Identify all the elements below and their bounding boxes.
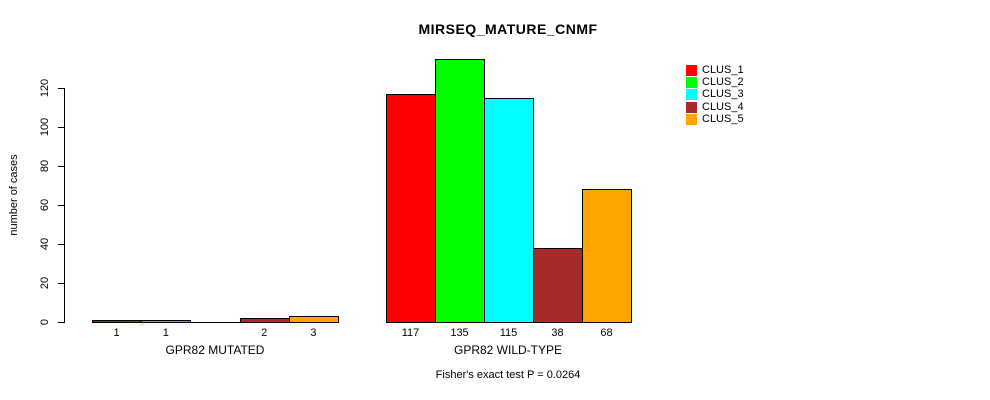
legend-label-clus_4: CLUS_4 xyxy=(702,100,744,113)
bar-clus_5-wild-type xyxy=(582,189,632,323)
x-group-label-mutated: GPR82 MUTATED xyxy=(165,343,265,357)
legend: CLUS_1 CLUS_2 CLUS_3 CLUS_4 CLUS_5 xyxy=(686,64,744,126)
y-axis-tick-label: 100 xyxy=(39,117,51,137)
legend-label-clus_2: CLUS_2 xyxy=(702,76,744,89)
y-axis-tick-label: 120 xyxy=(39,78,51,98)
bar-value-label: 115 xyxy=(499,327,518,339)
y-axis-tick xyxy=(58,88,64,89)
legend-item-clus_1: CLUS_1 xyxy=(686,64,744,76)
y-axis-tick-label: 80 xyxy=(39,159,51,173)
bar-clus_4-wild-type xyxy=(533,248,583,323)
x-group-label-wild-type: GPR82 WILD-TYPE xyxy=(453,343,563,357)
y-axis-tick xyxy=(58,127,64,128)
bar-value-label: 38 xyxy=(551,327,564,339)
y-axis-tick xyxy=(58,244,64,245)
legend-item-clus_2: CLUS_2 xyxy=(686,76,744,89)
bar-value-label: 68 xyxy=(600,327,613,339)
legend-swatch-clus_5 xyxy=(686,114,697,126)
bar-clus_2-wild-type xyxy=(435,59,485,323)
legend-label-clus_3: CLUS_3 xyxy=(702,88,744,101)
legend-swatch-clus_3 xyxy=(686,89,697,101)
legend-item-clus_4: CLUS_4 xyxy=(686,101,744,113)
legend-swatch-clus_1 xyxy=(686,64,697,76)
x-axis-baseline-mutated xyxy=(92,322,339,323)
bar-clus_5-mutated xyxy=(289,316,339,323)
y-axis-tick-label: 0 xyxy=(39,318,51,326)
bar-clus_3-wild-type xyxy=(484,98,534,323)
y-axis-line xyxy=(64,88,65,323)
chart-title: MIRSEQ_MATURE_CNMF xyxy=(418,21,598,37)
bar-value-label: 1 xyxy=(113,327,120,339)
y-axis-tick-label: 60 xyxy=(39,198,51,212)
bar-value-label: 117 xyxy=(401,327,420,339)
bar-value-label: 3 xyxy=(310,327,317,339)
bar-value-label: 1 xyxy=(162,327,169,339)
legend-label-clus_1: CLUS_1 xyxy=(702,63,744,76)
y-axis-tick xyxy=(58,322,64,323)
legend-label-clus_5: CLUS_5 xyxy=(702,113,744,126)
legend-swatch-clus_4 xyxy=(686,101,697,113)
bar-value-label: 135 xyxy=(450,327,469,339)
y-axis-tick-label: 20 xyxy=(39,276,51,290)
fisher-test-annotation: Fisher's exact test P = 0.0264 xyxy=(435,369,581,381)
y-axis-tick-label: 40 xyxy=(39,237,51,251)
y-axis-tick xyxy=(58,166,64,167)
legend-item-clus_5: CLUS_5 xyxy=(686,114,744,126)
bar-clus_1-mutated xyxy=(92,320,142,323)
bar-clus_4-mutated xyxy=(240,318,290,323)
y-axis-tick xyxy=(58,283,64,284)
legend-item-clus_3: CLUS_3 xyxy=(686,89,744,101)
y-axis-title: number of cases xyxy=(8,154,20,236)
bar-clus_1-wild-type xyxy=(386,94,436,323)
legend-swatch-clus_2 xyxy=(686,77,697,89)
y-axis-tick xyxy=(58,205,64,206)
bar-clus_2-mutated xyxy=(141,320,191,323)
bar-value-label: 2 xyxy=(261,327,268,339)
